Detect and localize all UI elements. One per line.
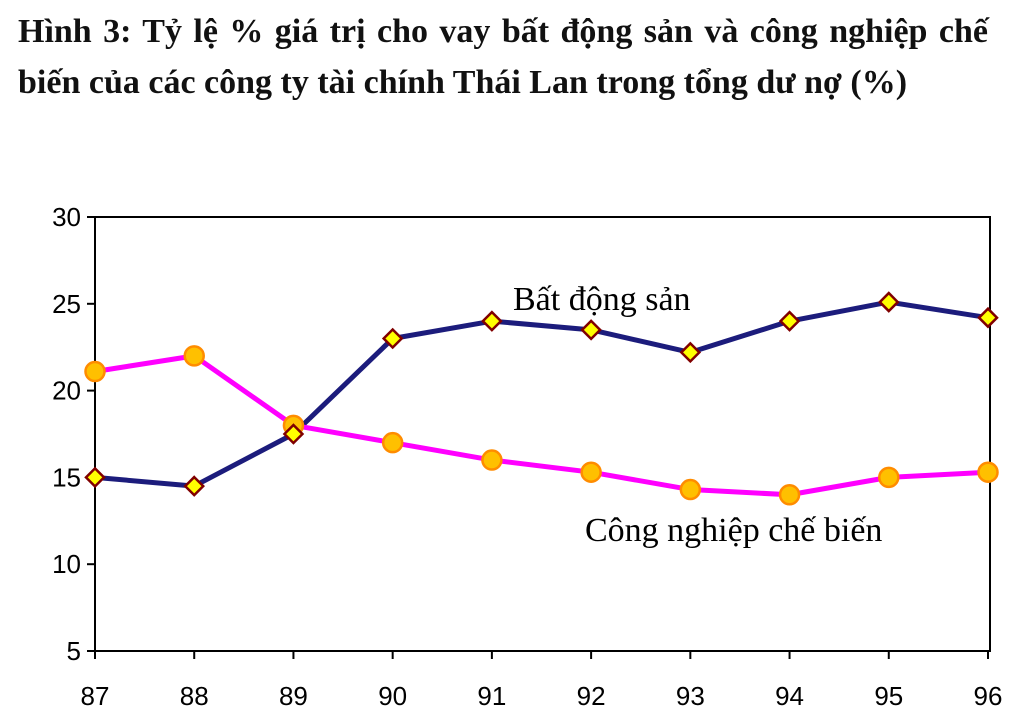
data-point-cong-nghiep-che-bien xyxy=(183,345,205,367)
data-point-bat-dong-san xyxy=(679,341,702,364)
series-lines xyxy=(94,299,989,498)
data-point-cong-nghiep-che-bien xyxy=(580,461,602,483)
chart-axes xyxy=(94,216,991,652)
y-axis-ticks: 5 10 15 20 25 30 xyxy=(52,202,95,666)
y-tick-label: 5 xyxy=(67,636,81,666)
x-tick-label: 87 xyxy=(81,681,110,711)
x-tick-label: 93 xyxy=(676,681,705,711)
data-point-cong-nghiep-che-bien xyxy=(679,478,702,501)
y-tick-label: 30 xyxy=(52,202,81,232)
data-point-bat-dong-san xyxy=(977,306,999,329)
plot-frame xyxy=(94,216,991,652)
data-point-bat-dong-san xyxy=(381,327,404,350)
x-tick-label: 88 xyxy=(180,681,209,711)
series-line-cong-nghiep-che-bien xyxy=(94,353,989,498)
x-tick-label: 91 xyxy=(477,681,506,711)
data-point-bat-dong-san xyxy=(183,475,205,497)
data-point-cong-nghiep-che-bien xyxy=(381,431,404,454)
data-point-bat-dong-san xyxy=(778,310,801,332)
series-label-bat-dong-san: Bất động sản xyxy=(513,281,691,318)
data-point-bat-dong-san xyxy=(481,310,503,332)
y-tick-label: 15 xyxy=(52,462,81,492)
data-point-cong-nghiep-che-bien xyxy=(977,461,999,483)
figure-title: Hình 3: Tỷ lệ % giá trị cho vay bất động… xyxy=(18,13,988,101)
x-tick-label: 96 xyxy=(974,681,1003,711)
y-tick-label: 20 xyxy=(52,376,81,406)
x-tick-label: 92 xyxy=(577,681,606,711)
x-tick-label: 90 xyxy=(378,681,407,711)
series-markers xyxy=(84,291,999,506)
x-tick-label: 94 xyxy=(775,681,804,711)
series-label-cong-nghiep-che-bien: Công nghiệp chế biến xyxy=(585,512,882,549)
data-point-cong-nghiep-che-bien xyxy=(84,360,106,383)
series-labels: Bất động sản Công nghiệp chế biến xyxy=(513,281,882,549)
data-point-cong-nghiep-che-bien xyxy=(481,449,503,471)
data-point-bat-dong-san xyxy=(878,291,900,313)
data-point-bat-dong-san xyxy=(282,423,305,445)
data-point-cong-nghiep-che-bien xyxy=(778,484,801,506)
x-tick-label: 89 xyxy=(279,681,308,711)
data-point-cong-nghiep-che-bien xyxy=(878,466,900,489)
y-tick-label: 10 xyxy=(52,549,81,579)
data-point-bat-dong-san xyxy=(580,319,602,341)
y-tick-label: 25 xyxy=(52,289,81,319)
data-point-bat-dong-san xyxy=(84,466,106,489)
x-axis-ticks: 87 88 89 90 91 92 93 94 95 96 xyxy=(81,651,1003,711)
x-tick-label: 95 xyxy=(874,681,903,711)
series-line-bat-dong-san xyxy=(94,299,989,489)
